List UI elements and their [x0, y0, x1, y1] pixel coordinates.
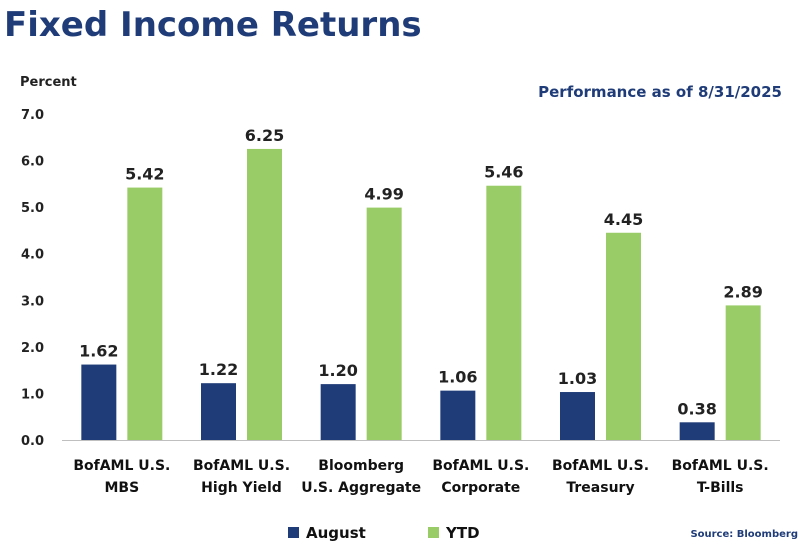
- ytd-bar: [366, 207, 402, 440]
- y-tick-label: 6.0: [21, 155, 44, 170]
- category-label: BofAML U.S.: [672, 458, 769, 474]
- category-label: U.S. Aggregate: [301, 480, 421, 496]
- category-label: Corporate: [441, 480, 520, 496]
- category-label: Bloomberg: [318, 458, 404, 474]
- ytd-data-label: 6.25: [245, 126, 284, 145]
- ytd-bar: [725, 305, 761, 440]
- ytd-data-label: 4.99: [364, 185, 403, 204]
- august-bar: [81, 364, 117, 440]
- august-data-label: 1.22: [199, 360, 238, 379]
- source-note: Source: Bloomberg: [690, 529, 798, 540]
- legend-swatch-august: [288, 527, 299, 538]
- august-bar: [560, 392, 595, 440]
- y-tick-label: 1.0: [21, 387, 44, 402]
- august-bar: [201, 383, 236, 440]
- august-bar: [679, 422, 715, 440]
- category-label: BofAML U.S.: [73, 458, 170, 474]
- category-label: Treasury: [566, 480, 634, 496]
- ytd-data-label: 2.89: [723, 282, 762, 301]
- category-label: BofAML U.S.: [193, 458, 290, 474]
- y-tick-label: 2.0: [21, 341, 44, 356]
- august-bar: [320, 384, 356, 440]
- y-tick-label: 7.0: [21, 108, 44, 123]
- ytd-bar: [247, 148, 282, 440]
- august-data-label: 0.38: [677, 399, 716, 418]
- y-tick-label: 3.0: [21, 294, 44, 309]
- ytd-data-label: 5.46: [484, 163, 523, 182]
- y-tick-label: 5.0: [21, 201, 44, 216]
- august-data-label: 1.20: [318, 361, 357, 380]
- ytd-bar: [486, 185, 522, 440]
- category-label: BofAML U.S.: [552, 458, 649, 474]
- category-label: MBS: [104, 480, 139, 496]
- category-label: High Yield: [201, 480, 282, 496]
- chart-title: Fixed Income Returns: [4, 5, 422, 45]
- category-label: BofAML U.S.: [432, 458, 529, 474]
- legend-label-august: August: [306, 524, 366, 542]
- legend-swatch-ytd: [428, 527, 439, 538]
- august-data-label: 1.62: [79, 342, 118, 361]
- y-axis-ticks: 0.0 1.0 2.0 3.0 4.0 5.0 6.0 7.0: [21, 108, 44, 449]
- category-labels: BofAML U.S. MBS BofAML U.S. High Yield Bloom…: [73, 458, 768, 496]
- category-label: T-Bills: [697, 480, 744, 496]
- chart-subtitle: Performance as of 8/31/2025: [538, 83, 782, 101]
- y-tick-label: 4.0: [21, 248, 44, 263]
- august-bar: [440, 390, 476, 440]
- ytd-bar: [606, 232, 641, 440]
- bars-group: 1.62 5.42 1.22 6.25 1.20 4.99 1.06 5.46 1.03 4.45…: [79, 126, 763, 440]
- ytd-data-label: 5.42: [125, 165, 164, 184]
- ytd-data-label: 4.45: [604, 210, 643, 229]
- legend: August YTD: [288, 524, 480, 542]
- legend-label-ytd: YTD: [445, 524, 480, 542]
- y-tick-label: 0.0: [21, 434, 44, 449]
- y-axis-label: Percent: [20, 75, 77, 90]
- august-data-label: 1.06: [438, 368, 477, 387]
- august-data-label: 1.03: [558, 369, 597, 388]
- ytd-bar: [127, 187, 163, 440]
